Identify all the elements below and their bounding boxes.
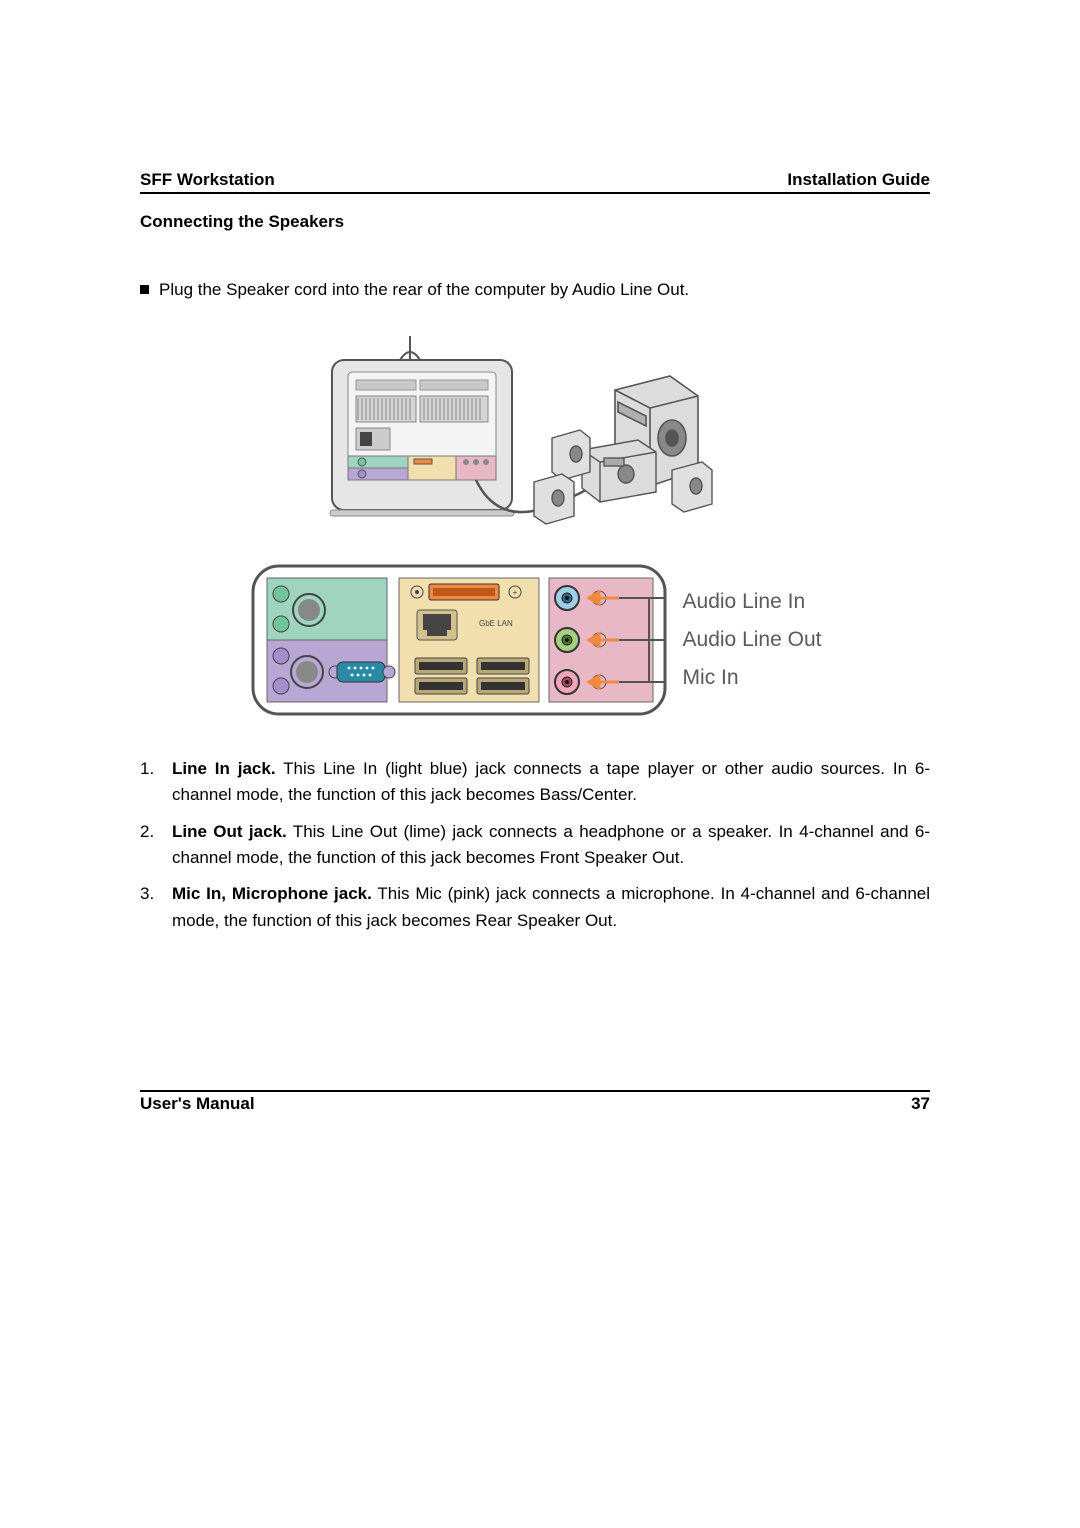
section-title: Connecting the Speakers — [140, 212, 930, 232]
list-lead: Line Out jack. — [172, 822, 287, 841]
svg-text:+: + — [512, 588, 517, 597]
footer-page-number: 37 — [911, 1094, 930, 1114]
list-lead: Line In jack. — [172, 759, 276, 778]
header-left: SFF Workstation — [140, 170, 275, 190]
line-out-label: Audio Line Out — [683, 628, 822, 652]
bullet-icon — [140, 285, 149, 294]
header-right: Installation Guide — [787, 170, 930, 190]
page-footer: User's Manual 37 — [140, 1090, 930, 1114]
instruction-text: Plug the Speaker cord into the rear of t… — [159, 280, 689, 300]
list-number: 2. — [140, 819, 162, 872]
instruction-bullet: Plug the Speaker cord into the rear of t… — [140, 280, 930, 300]
svg-text:+: + — [414, 588, 419, 597]
list-number: 1. — [140, 756, 162, 809]
list-item: 2. Line Out jack. This Line Out (lime) j… — [140, 819, 930, 872]
svg-text:GbE LAN: GbE LAN — [479, 619, 513, 628]
list-item: 3. Mic In, Microphone jack. This Mic (pi… — [140, 881, 930, 934]
line-in-label: Audio Line In — [683, 590, 822, 614]
jack-description-list: 1. Line In jack. This Line In (light blu… — [140, 756, 930, 934]
computer-speakers-diagram — [300, 330, 770, 540]
audio-jack-labels: Audio Line In Audio Line Out Mic In — [683, 590, 822, 690]
list-lead: Mic In, Microphone jack. — [172, 884, 372, 903]
list-text: This Line In (light blue) jack connects … — [172, 759, 930, 804]
page-content: SFF Workstation Installation Guide Conne… — [140, 170, 930, 944]
rear-panel-diagram: + + GbE LAN — [249, 560, 822, 720]
list-item: 1. Line In jack. This Line In (light blu… — [140, 756, 930, 809]
mic-in-label: Mic In — [683, 666, 822, 690]
diagrams: + + GbE LAN — [140, 330, 930, 720]
list-number: 3. — [140, 881, 162, 934]
page-header: SFF Workstation Installation Guide — [140, 170, 930, 194]
footer-left: User's Manual — [140, 1094, 255, 1114]
